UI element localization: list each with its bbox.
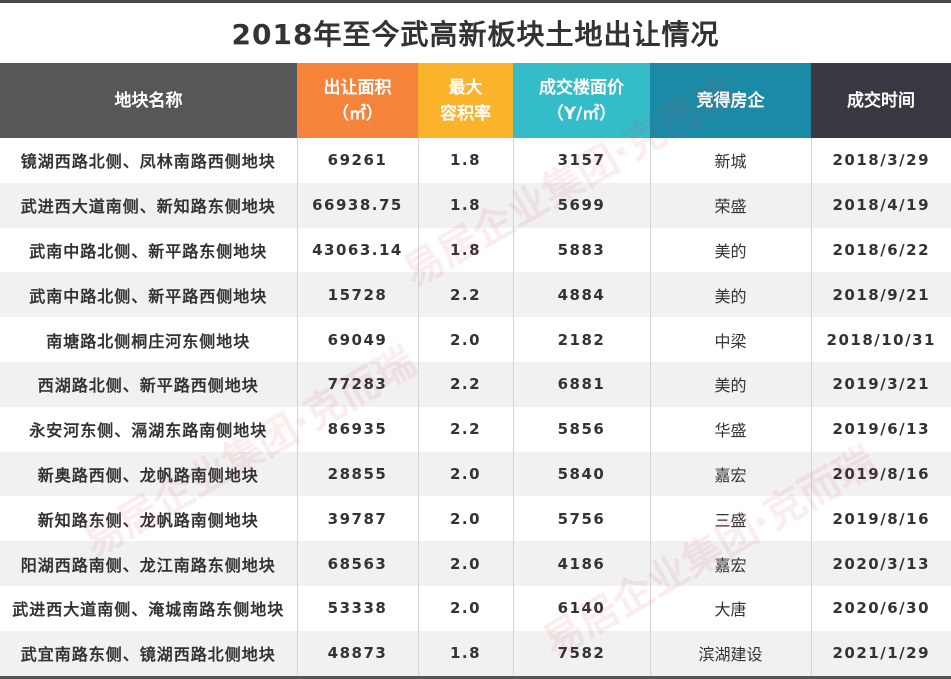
far-cell: 1.8 <box>417 138 513 183</box>
area-cell: 68563 <box>296 541 418 586</box>
price-cell: 4884 <box>512 272 650 318</box>
price-cell: 6140 <box>512 585 650 631</box>
price-cell: 5883 <box>512 227 650 273</box>
developer-cell: 荣盛 <box>649 182 811 228</box>
table-row: 镜湖西路北侧、凤林南路西侧地块 69261 1.8 3157 新城 2018/3/29 <box>0 138 951 183</box>
price-cell: 5856 <box>512 406 650 452</box>
header-area: 出让面积 （㎡） <box>297 63 418 138</box>
plot-name-cell: 武南中路北侧、新平路西侧地块 <box>0 272 297 318</box>
price-cell: 3157 <box>512 138 650 183</box>
plot-name-cell: 南塘路北侧桐庄河东侧地块 <box>46 331 251 351</box>
date-cell: 2019/8/16 <box>810 451 951 497</box>
developer-cell: 大唐 <box>649 585 811 631</box>
page-title: 2018年至今武高新板块土地出让情况 <box>231 18 720 51</box>
table-header-row: 地块名称 出让面积 （㎡） 最大 容积率 成交楼面价 （Y/㎡） 竞得房企 成交时间 <box>0 63 951 138</box>
price-cell: 6881 <box>512 361 650 407</box>
date-cell: 2018/3/29 <box>810 138 951 183</box>
table-row: 新奥路西侧、龙帆路南侧地块 28855 2.0 5840 嘉宏 2019/8/16 <box>0 451 951 497</box>
developer-cell: 三盛 <box>649 496 811 542</box>
far-cell: 2.2 <box>417 361 513 407</box>
far-cell: 2.2 <box>417 406 513 452</box>
table-row: 永安河东侧、滆湖东路南侧地块 86935 2.2 5856 华盛 2019/6/13 <box>0 406 951 452</box>
price-cell: 7582 <box>512 630 650 679</box>
header-floor-price: 成交楼面价 （Y/㎡） <box>513 63 650 138</box>
plot-name-cell: 武宜南路东侧、镜湖西路北侧地块 <box>0 630 297 679</box>
top-border <box>0 0 951 3</box>
land-transfer-table: 地块名称 出让面积 （㎡） 最大 容积率 成交楼面价 （Y/㎡） 竞得房企 成交时间 … <box>0 63 951 679</box>
price-cell: 5840 <box>512 451 650 497</box>
area-cell: 39787 <box>296 496 418 542</box>
table-row: 西湖路北侧、新平路西侧地块 77283 2.2 6881 美的 2019/3/21 <box>0 361 951 407</box>
date-cell: 2019/3/21 <box>810 361 951 407</box>
price-cell: 5756 <box>512 496 650 542</box>
area-cell: 69049 <box>296 317 418 362</box>
date-cell: 2018/10/31 <box>810 317 951 362</box>
area-cell: 28855 <box>296 451 418 497</box>
plot-name-cell: 新奥路西侧、龙帆路南侧地块 <box>0 451 297 497</box>
area-cell: 15728 <box>296 272 418 318</box>
price-cell: 4186 <box>512 541 650 586</box>
developer-cell: 滨湖建设 <box>649 630 811 679</box>
plot-name-cell: 武进西大道南侧、淹城南路东侧地块 <box>12 600 285 620</box>
developer-cell: 嘉宏 <box>649 451 811 497</box>
area-cell: 69261 <box>296 138 418 183</box>
developer-cell: 嘉宏 <box>649 541 811 586</box>
area-cell: 43063.14 <box>296 227 418 273</box>
table-row: 南塘路北侧桐庄河东侧地块 69049 2.0 2182 中梁 2018/10/31 <box>0 317 951 362</box>
table-row: 武南中路北侧、新平路东侧地块 43063.14 1.8 5883 美的 2018/6/22 <box>0 227 951 273</box>
area-cell: 48873 <box>296 630 418 679</box>
table-row: 新知路东侧、龙帆路南侧地块 39787 2.0 5756 三盛 2019/8/16 <box>0 496 951 542</box>
developer-cell: 美的 <box>649 272 811 318</box>
developer-cell: 中梁 <box>649 317 811 362</box>
date-cell: 2019/8/16 <box>810 496 951 542</box>
plot-name-cell: 阳湖西路南侧、龙江南路东侧地块 <box>0 541 297 586</box>
plot-name-cell: 永安河东侧、滆湖东路南侧地块 <box>29 421 268 441</box>
price-cell: 5699 <box>512 182 650 228</box>
header-date: 成交时间 <box>811 63 951 138</box>
far-cell: 2.2 <box>417 272 513 318</box>
date-cell: 2018/6/22 <box>810 227 951 273</box>
plot-name-cell: 镜湖西路北侧、凤林南路西侧地块 <box>20 152 276 172</box>
table-row: 武宜南路东侧、镜湖西路北侧地块 48873 1.8 7582 滨湖建设 2021/1/29 <box>0 630 951 679</box>
area-cell: 66938.75 <box>296 182 418 228</box>
developer-cell: 美的 <box>649 361 811 407</box>
header-max-far: 最大 容积率 <box>418 63 513 138</box>
date-cell: 2018/9/21 <box>810 272 951 318</box>
far-cell: 2.0 <box>417 541 513 586</box>
plot-name-cell: 武南中路北侧、新平路东侧地块 <box>29 241 268 261</box>
far-cell: 1.8 <box>417 182 513 228</box>
far-cell: 1.8 <box>417 630 513 679</box>
far-cell: 2.0 <box>417 496 513 542</box>
date-cell: 2020/3/13 <box>810 541 951 586</box>
plot-name-cell: 武进西大道南侧、新知路东侧地块 <box>0 182 297 228</box>
plot-name-cell: 西湖路北侧、新平路西侧地块 <box>0 361 297 407</box>
area-cell: 86935 <box>296 406 418 452</box>
table-row: 阳湖西路南侧、龙江南路东侧地块 68563 2.0 4186 嘉宏 2020/3/13 <box>0 541 951 586</box>
date-cell: 2020/6/30 <box>810 585 951 631</box>
far-cell: 2.0 <box>417 317 513 362</box>
header-plot-name: 地块名称 <box>0 63 297 138</box>
far-cell: 1.8 <box>417 227 513 273</box>
date-cell: 2019/6/13 <box>810 406 951 452</box>
table-row: 武进西大道南侧、淹城南路东侧地块 53338 2.0 6140 大唐 2020/6/30 <box>0 585 951 631</box>
price-cell: 2182 <box>512 317 650 362</box>
plot-name-cell: 新知路东侧、龙帆路南侧地块 <box>37 510 259 530</box>
developer-cell: 美的 <box>649 227 811 273</box>
developer-cell: 华盛 <box>649 406 811 452</box>
date-cell: 2021/1/29 <box>810 630 951 679</box>
developer-cell: 新城 <box>649 138 811 183</box>
area-cell: 53338 <box>296 585 418 631</box>
date-cell: 2018/4/19 <box>810 182 951 228</box>
header-developer: 竞得房企 <box>650 63 811 138</box>
table-row: 武南中路北侧、新平路西侧地块 15728 2.2 4884 美的 2018/9/21 <box>0 272 951 318</box>
area-cell: 77283 <box>296 361 418 407</box>
table-row: 武进西大道南侧、新知路东侧地块 66938.75 1.8 5699 荣盛 2018/4/1… <box>0 182 951 228</box>
far-cell: 2.0 <box>417 451 513 497</box>
far-cell: 2.0 <box>417 585 513 631</box>
